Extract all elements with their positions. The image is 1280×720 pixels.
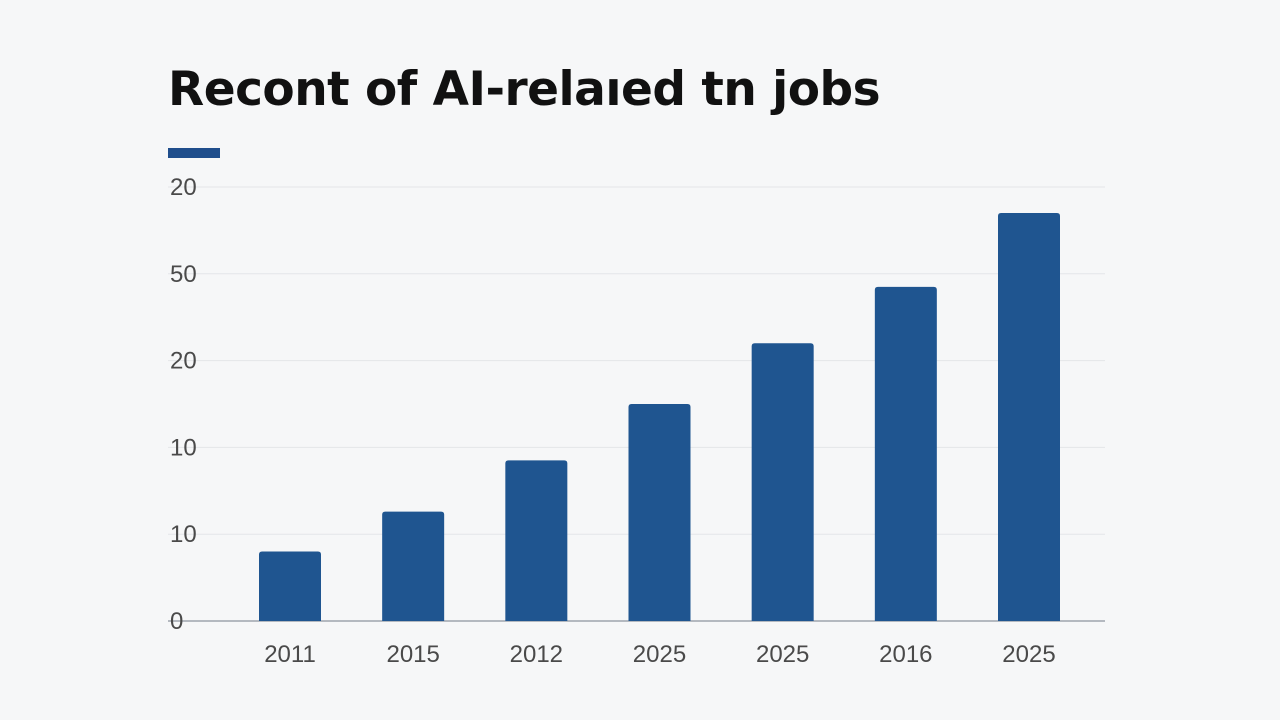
y-tick-label: 0 [170,608,183,635]
y-tick-label: 10 [170,434,197,461]
bar [874,286,937,621]
y-axis-ticks: 0 10 10 20 50 20 [170,174,197,635]
title-accent-bar [168,148,220,158]
bar [382,511,445,621]
y-tick-label: 20 [170,348,197,375]
bar [505,460,568,621]
x-tick-label: 2016 [879,641,932,668]
bar [751,343,814,621]
bar [998,213,1060,622]
x-axis-ticks: 2011 2015 2012 2025 2025 2016 2025 [264,641,1056,668]
y-tick-label: 20 [170,174,197,201]
x-tick-label: 2015 [386,641,439,668]
x-tick-label: 2012 [510,641,563,668]
bar [628,404,691,621]
x-tick-label: 2025 [633,641,686,668]
x-tick-label: 2025 [756,641,809,668]
y-tick-label: 50 [170,261,197,288]
x-tick-label: 2011 [264,641,316,668]
y-tick-label: 10 [170,521,197,548]
x-tick-label: 2025 [1002,641,1055,668]
bar [259,551,321,621]
chart-title: Recont of AI-relaıed tn jobs [168,62,881,117]
bars [259,213,1060,622]
